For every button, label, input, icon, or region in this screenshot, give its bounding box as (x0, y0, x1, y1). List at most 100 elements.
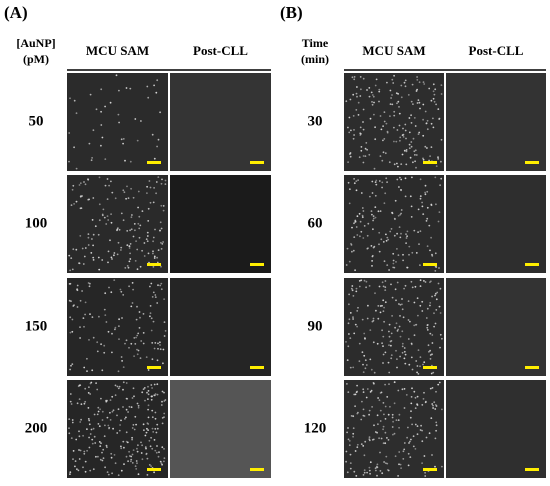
particle (390, 354, 393, 356)
particle (83, 181, 85, 183)
particle (430, 236, 432, 239)
particle (404, 123, 407, 126)
particle (106, 446, 108, 449)
particle (399, 176, 401, 179)
particle (125, 197, 127, 200)
particle (125, 408, 128, 411)
particle (155, 451, 158, 454)
particle (423, 280, 425, 282)
particle (69, 97, 71, 100)
particle (395, 299, 397, 302)
particle (388, 269, 390, 271)
particle (154, 296, 157, 298)
particle (416, 371, 418, 374)
particle (106, 471, 109, 473)
particle (92, 427, 95, 430)
particle (137, 404, 140, 407)
particle (159, 221, 162, 224)
particle (439, 287, 442, 290)
particle (410, 402, 413, 405)
particle (363, 471, 366, 474)
particle (366, 388, 369, 390)
particle (130, 305, 133, 308)
particle (384, 383, 386, 386)
particle (401, 298, 403, 300)
particle (147, 385, 149, 388)
particle (437, 156, 439, 159)
particle (429, 332, 432, 335)
particle (433, 401, 436, 404)
particle (380, 437, 383, 440)
particle (76, 306, 79, 308)
particle (78, 430, 80, 433)
particle (155, 431, 158, 434)
particle (422, 118, 424, 121)
particle (93, 435, 96, 438)
particle (419, 304, 422, 307)
particle (414, 448, 417, 450)
particle (149, 312, 152, 315)
particle (407, 94, 410, 96)
particle (88, 446, 91, 449)
particle (413, 301, 416, 304)
particle (130, 216, 133, 219)
particle (114, 197, 117, 200)
particle (83, 452, 86, 455)
particle (70, 403, 73, 405)
particle (419, 279, 422, 282)
particle (109, 411, 111, 414)
particle (154, 411, 157, 414)
particle (411, 423, 413, 426)
particle (375, 183, 378, 186)
particle (362, 408, 365, 411)
particle (422, 213, 425, 216)
particle (107, 219, 110, 221)
particle (164, 330, 167, 332)
particle (371, 180, 374, 183)
scale-bar (423, 468, 437, 471)
particle (376, 474, 378, 477)
micrograph (170, 278, 271, 376)
particle (386, 181, 388, 184)
micrograph (170, 380, 271, 478)
particle (419, 230, 422, 233)
particle (118, 385, 121, 388)
particle (80, 418, 82, 421)
particle (152, 320, 155, 323)
particle (410, 122, 413, 124)
particle (162, 241, 165, 243)
particle (382, 310, 385, 313)
particle (390, 283, 392, 286)
particle (131, 453, 134, 456)
particle (393, 432, 396, 435)
particle (419, 107, 421, 110)
particle (164, 179, 167, 182)
particle (136, 268, 139, 271)
particle (402, 450, 405, 453)
particle (384, 152, 387, 155)
image-background (446, 73, 546, 171)
particle (428, 432, 431, 435)
particle (378, 88, 381, 91)
particle (120, 246, 123, 249)
particle (438, 117, 441, 120)
particle (129, 243, 132, 245)
particle (69, 316, 72, 319)
particle (152, 431, 155, 433)
particle (161, 178, 163, 181)
particle (141, 391, 144, 394)
particle (150, 398, 153, 401)
particle (152, 291, 155, 294)
particle (400, 467, 402, 469)
particle (353, 129, 355, 131)
particle (419, 356, 422, 358)
particle (118, 228, 121, 231)
particle (117, 227, 119, 230)
particle (437, 158, 440, 160)
particle (352, 366, 355, 369)
particle (382, 299, 385, 302)
particle (138, 311, 141, 313)
particle (377, 317, 380, 320)
particle (79, 195, 82, 198)
particle (407, 319, 410, 321)
